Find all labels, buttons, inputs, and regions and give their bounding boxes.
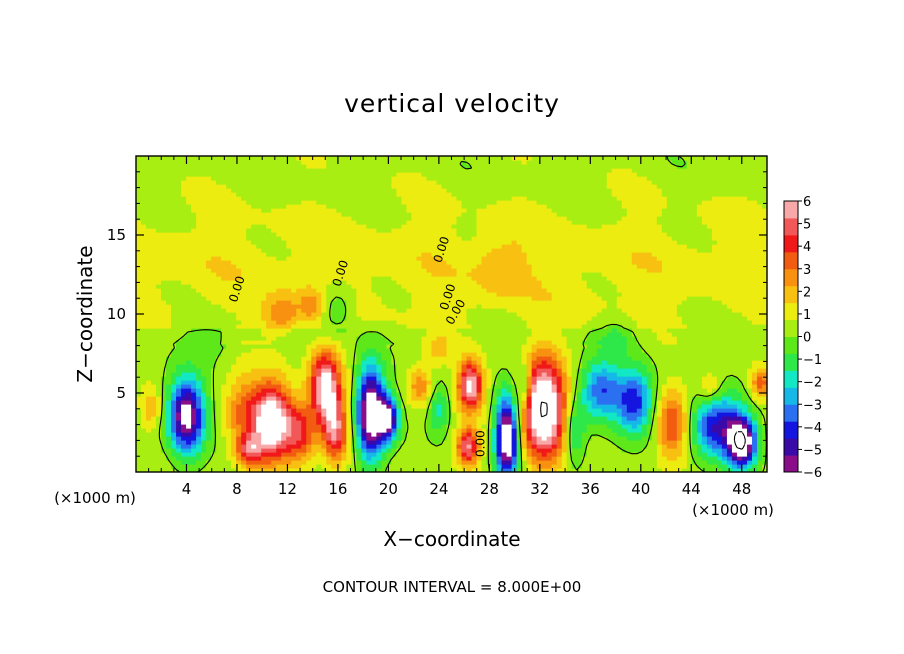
x-axis-label: X−coordinate bbox=[383, 527, 520, 551]
chart-title: vertical velocity bbox=[344, 89, 560, 118]
colorbar-swatch bbox=[784, 319, 798, 337]
colorbar-swatch bbox=[784, 251, 798, 270]
colorbar-swatch bbox=[784, 302, 798, 321]
colorbar-swatch bbox=[784, 268, 798, 287]
colorbar-swatch bbox=[784, 455, 798, 473]
contour-interval-note: CONTOUR INTERVAL = 8.000E+00 bbox=[323, 578, 582, 596]
x-tick-label: 40 bbox=[631, 480, 650, 498]
colorbar-tick-label: −6 bbox=[803, 466, 822, 481]
colorbar-tick-label: 5 bbox=[803, 218, 811, 233]
colorbar-tick-label: 6 bbox=[803, 195, 811, 210]
x-tick-label: 44 bbox=[682, 480, 701, 498]
x-tick-label: 32 bbox=[530, 480, 549, 498]
heatmap-field bbox=[136, 156, 767, 472]
colorbar-swatch bbox=[784, 404, 798, 422]
colorbar-tick-label: 1 bbox=[803, 308, 811, 323]
colorbar-tick-label: −2 bbox=[803, 376, 822, 391]
colorbar-tick-label: −3 bbox=[803, 398, 822, 413]
y-axis-ticks: 5 10 15 bbox=[107, 171, 767, 457]
colorbar-swatch bbox=[784, 201, 798, 219]
contour-line-negative bbox=[733, 431, 746, 450]
x-tick-label: 28 bbox=[480, 480, 499, 498]
colorbar-tick-label: 2 bbox=[803, 285, 811, 300]
x-tick-label: 36 bbox=[581, 480, 600, 498]
colorbar-tick-label: 3 bbox=[803, 263, 811, 278]
contour-line-zero bbox=[158, 156, 767, 472]
colorbar-tick-label: −1 bbox=[803, 353, 822, 368]
colorbar-swatch bbox=[784, 438, 798, 456]
colorbar-swatch bbox=[784, 353, 798, 371]
colorbar-tick-label: −4 bbox=[803, 421, 822, 436]
y-tick-label: 15 bbox=[107, 226, 126, 244]
x-tick-label: 16 bbox=[328, 480, 347, 498]
x-tick-label: 48 bbox=[732, 480, 751, 498]
colorbar-swatch bbox=[784, 387, 798, 405]
y-axis-label: Z−coordinate bbox=[73, 245, 97, 382]
colorbar-swatch bbox=[784, 370, 798, 388]
x-axis-ticks: 4 8 12 16 20 24 28 32 36 40 44 48 bbox=[148, 156, 755, 498]
colorbar-swatch bbox=[784, 285, 798, 304]
colorbar: 6 5 4 3 2 1 0 −1 −2 −3 −4 −5 −6 bbox=[783, 195, 822, 481]
colorbar-swatch bbox=[784, 234, 798, 253]
x-unit-label-right: (×1000 m) bbox=[692, 501, 774, 519]
y-tick-label: 10 bbox=[107, 305, 126, 323]
contour-line-zero bbox=[540, 401, 548, 418]
x-tick-label: 20 bbox=[379, 480, 398, 498]
colorbar-tick-label: 0 bbox=[803, 331, 811, 346]
colorbar-swatch bbox=[784, 336, 798, 354]
x-tick-label: 4 bbox=[182, 480, 192, 498]
x-tick-label: 8 bbox=[232, 480, 242, 498]
x-tick-label: 24 bbox=[429, 480, 448, 498]
contour-label: 0.00 bbox=[473, 430, 487, 457]
colorbar-tick-label: 4 bbox=[803, 240, 811, 255]
colorbar-swatch bbox=[784, 217, 798, 236]
colorbar-swatch bbox=[784, 421, 798, 439]
colorbar-tick-label: −5 bbox=[803, 443, 822, 458]
x-unit-label-left: (×1000 m) bbox=[54, 489, 136, 507]
y-tick-label: 5 bbox=[116, 384, 126, 402]
x-tick-label: 12 bbox=[278, 480, 297, 498]
